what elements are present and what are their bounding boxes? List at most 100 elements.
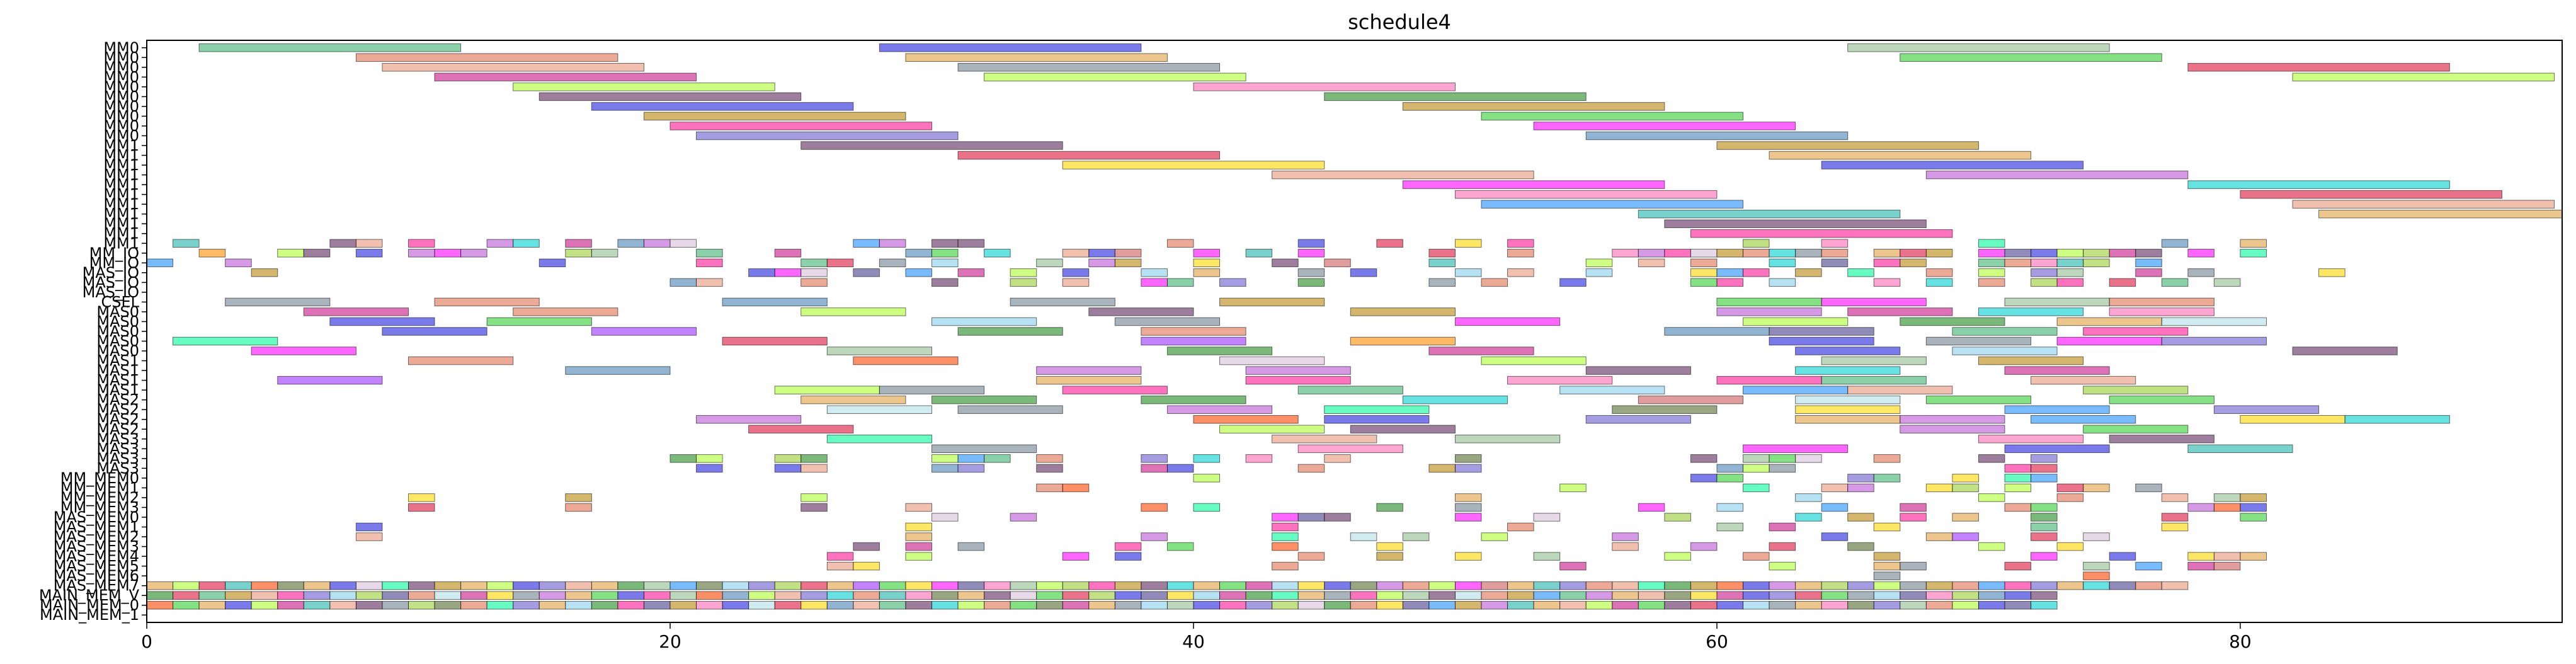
- task-bar: [225, 600, 252, 610]
- task-bar: [879, 258, 906, 268]
- task-bar: [1821, 600, 1849, 610]
- task-bar: [1821, 503, 1849, 512]
- task-bar: [1062, 386, 1168, 394]
- task-bar: [643, 600, 671, 610]
- y-tick-label: MM_MEM1: [60, 479, 139, 496]
- task-bar: [1166, 278, 1194, 287]
- task-bar: [1481, 356, 1587, 365]
- task-bar: [382, 63, 644, 72]
- task-bar: [1847, 581, 1874, 590]
- task-bar: [905, 542, 932, 551]
- task-bar: [1402, 581, 1430, 590]
- y-tick-label: MAS_MEM5: [54, 558, 139, 575]
- task-bar: [2213, 405, 2320, 414]
- task-bar: [1873, 561, 1901, 571]
- task-bar: [643, 112, 906, 121]
- task-bar: [931, 258, 959, 268]
- task-bar: [1585, 366, 1691, 375]
- task-bar: [355, 522, 383, 532]
- task-bar: [1036, 464, 1063, 473]
- task-bar: [643, 581, 671, 590]
- task-bar: [2135, 249, 2162, 258]
- task-bar: [801, 258, 828, 268]
- task-bar: [931, 249, 959, 258]
- task-bar: [2109, 395, 2214, 404]
- task-bar: [407, 249, 435, 258]
- task-bar: [1952, 532, 1979, 541]
- task-bar: [2056, 278, 2084, 287]
- task-bar: [1141, 327, 1246, 336]
- y-tick-label: MAIN_MEM_V: [39, 587, 140, 604]
- task-bar: [1402, 102, 1665, 111]
- task-bar: [1324, 513, 1351, 522]
- task-bar: [826, 435, 932, 444]
- task-bar: [1638, 600, 1665, 610]
- task-bar: [1481, 581, 1508, 590]
- task-bar: [1821, 239, 1849, 248]
- x-tick-label: 40: [1182, 631, 1205, 652]
- task-bar: [1795, 493, 1822, 502]
- task-bar: [879, 581, 906, 590]
- task-bar: [1062, 161, 1325, 169]
- task-bar: [1428, 581, 1456, 590]
- task-bar: [2004, 600, 2032, 610]
- task-bar: [225, 591, 252, 600]
- task-bar: [1795, 268, 1822, 277]
- task-bar: [1245, 454, 1273, 463]
- y-tick-label: MAIN_MEM_0: [40, 597, 139, 614]
- task-bar: [1219, 600, 1246, 610]
- x-tick-label: 0: [141, 631, 152, 652]
- task-bar: [355, 249, 383, 258]
- task-bar: [1690, 229, 1953, 238]
- task-bar: [748, 581, 775, 590]
- task-bar: [486, 591, 514, 600]
- task-bar: [984, 581, 1011, 590]
- y-tick-label: MM_MEM2: [60, 489, 139, 507]
- task-bar: [2292, 346, 2398, 355]
- y-tick-label: MM0: [103, 107, 139, 125]
- task-bar: [1795, 366, 1901, 375]
- task-bar: [748, 268, 775, 277]
- task-bar: [1088, 581, 1115, 590]
- task-bar: [1978, 356, 2084, 365]
- task-bar: [2240, 249, 2267, 258]
- task-bar: [1585, 600, 1613, 610]
- task-bar: [2240, 415, 2345, 424]
- task-bar: [1454, 581, 1482, 590]
- task-bar: [1925, 336, 2032, 346]
- task-bar: [1062, 249, 1090, 258]
- task-bar: [801, 278, 828, 287]
- task-bar: [434, 297, 540, 307]
- task-bar: [1297, 464, 1325, 473]
- task-bar: [1507, 581, 1534, 590]
- task-bar: [1481, 112, 1744, 121]
- task-bar: [670, 239, 697, 248]
- task-bar: [2213, 278, 2241, 287]
- task-bar: [1716, 278, 1744, 287]
- task-bar: [2031, 415, 2136, 424]
- task-bar: [1664, 219, 1927, 228]
- task-bar: [696, 600, 723, 610]
- y-tick-label: MAS_MEM1: [54, 518, 139, 536]
- task-bar: [1533, 581, 1561, 590]
- task-bar: [2187, 552, 2214, 561]
- task-bar: [1559, 581, 1587, 590]
- task-bar: [146, 600, 174, 610]
- task-bar: [1847, 268, 1874, 277]
- task-bar: [1454, 600, 1482, 610]
- task-bar: [1925, 591, 1953, 600]
- task-bar: [1297, 268, 1325, 277]
- task-bar: [1873, 278, 1901, 287]
- task-bar: [2187, 444, 2293, 454]
- task-bar: [853, 268, 880, 277]
- task-bar: [1664, 552, 1691, 561]
- task-bar: [1481, 532, 1508, 541]
- task-bar: [1481, 591, 1508, 600]
- task-bar: [329, 317, 435, 326]
- task-bar: [460, 600, 487, 610]
- task-bar: [1454, 552, 1482, 561]
- task-bar: [1376, 600, 1403, 610]
- task-bar: [173, 239, 200, 248]
- task-bar: [1821, 581, 1849, 590]
- task-bar: [407, 591, 435, 600]
